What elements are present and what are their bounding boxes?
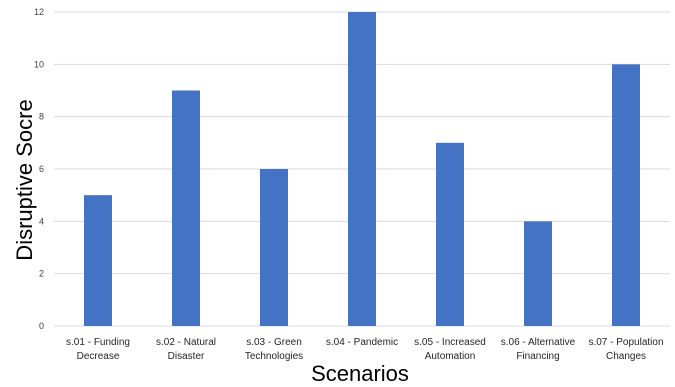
category-label-line: Decrease [77, 351, 120, 362]
y-tick-label: 0 [39, 321, 44, 331]
category-label-line: Technologies [245, 351, 303, 362]
category-label-4: s.04 - Pandemic [326, 337, 398, 348]
bar-2 [172, 90, 200, 326]
category-labels: s.01 - Funding Decrease s.02 - Natural Disa… [66, 337, 664, 362]
category-label-line: s.01 - Funding [66, 337, 130, 348]
category-label-line: s.07 - Population [588, 337, 663, 348]
y-tick-labels: 0 2 4 6 8 10 12 [34, 7, 44, 331]
category-label-line: s.03 - Green [246, 337, 302, 348]
y-axis-label: Disruptive Socre [12, 99, 37, 260]
bars [84, 12, 640, 326]
category-label-7: s.07 - Population Changes [588, 337, 663, 362]
x-axis-label: Scenarios [311, 361, 409, 386]
category-label-3: s.03 - Green Technologies [245, 337, 303, 362]
category-label-line: s.04 - Pandemic [326, 337, 398, 348]
category-label-1: s.01 - Funding Decrease [66, 337, 130, 362]
bar-3 [260, 169, 288, 326]
bar-4 [348, 12, 376, 326]
category-label-line: Automation [425, 351, 476, 362]
y-tick-label: 8 [39, 112, 44, 122]
category-label-line: Changes [606, 351, 646, 362]
category-label-line: Financing [516, 351, 559, 362]
category-label-line: s.06 - Alternative [501, 337, 576, 348]
y-tick-label: 10 [34, 59, 44, 69]
category-label-5: s.05 - Increased Automation [414, 337, 486, 362]
y-tick-label: 4 [39, 216, 44, 226]
category-label-2: s.02 - Natural Disaster [156, 337, 216, 362]
bar-5 [436, 142, 464, 326]
y-tick-label: 6 [39, 164, 44, 174]
category-label-line: s.05 - Increased [414, 337, 486, 348]
y-tick-label: 12 [34, 7, 44, 17]
y-tick-label: 2 [39, 269, 44, 279]
category-label-line: s.02 - Natural [156, 337, 216, 348]
category-label-line: Disaster [168, 351, 205, 362]
category-label-6: s.06 - Alternative Financing [501, 337, 576, 362]
bar-1 [84, 195, 112, 326]
bar-7 [612, 64, 640, 326]
bar-6 [524, 221, 552, 326]
